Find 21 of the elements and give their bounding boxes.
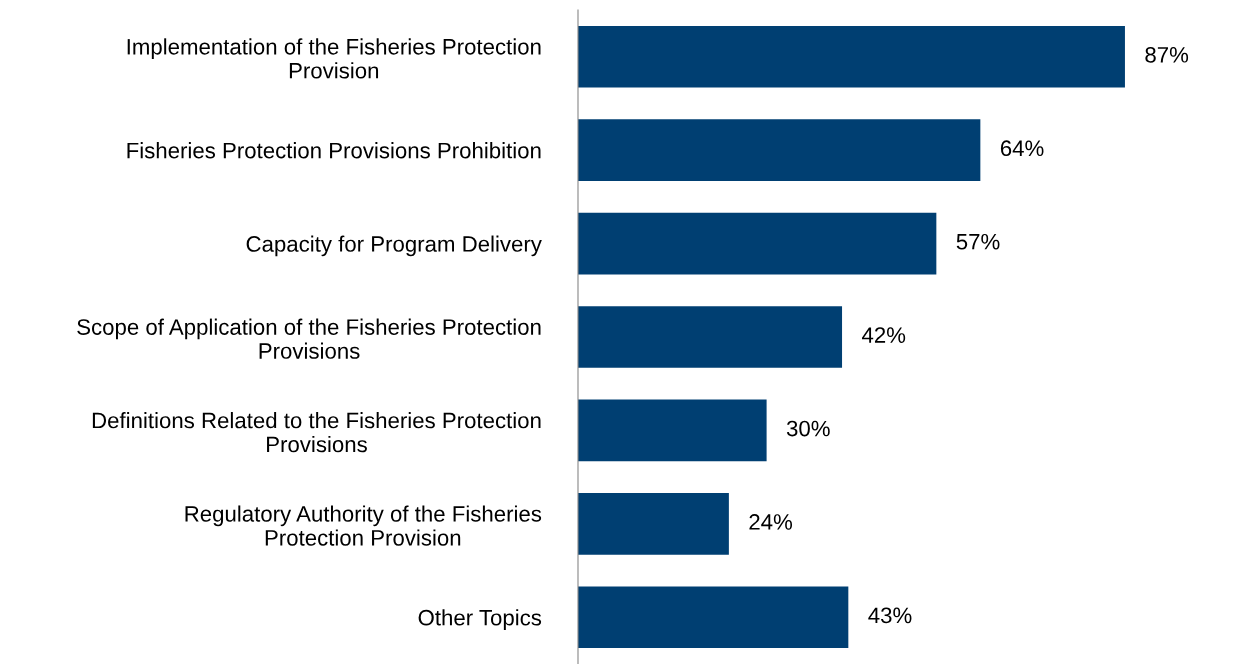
bar: [578, 306, 843, 368]
data-label: 64%: [1000, 140, 1044, 157]
data-label: 42%: [862, 327, 906, 343]
bar: [578, 25, 1125, 88]
y-tick-label: Fisheries Protection Provisions Prohibition: [127, 142, 541, 159]
data-label: 24%: [749, 514, 793, 530]
y-tick-label: Definitions Related to the Fisheries Protection Provisions: [92, 412, 541, 453]
y-tick-label: Implementation of the Fisheries Protection Provision: [127, 38, 541, 79]
bar: [578, 212, 937, 275]
y-tick-label: Other Topics: [418, 609, 542, 630]
bar: [578, 493, 729, 555]
y-tick-label: Scope of Application of the Fisheries Protection Provisions: [77, 318, 541, 359]
data-label: 30%: [786, 420, 830, 437]
y-tick-label: Capacity for Program Delivery: [246, 235, 542, 257]
data-label: 87%: [1145, 46, 1189, 63]
y-tick-label: Regulatory Authority of the Fisheries Protection Provision: [185, 505, 542, 546]
bar: [578, 399, 767, 462]
data-label: 57%: [956, 233, 1000, 250]
bar: [578, 119, 981, 181]
data-label: 43%: [868, 607, 912, 624]
bar: [578, 586, 849, 649]
